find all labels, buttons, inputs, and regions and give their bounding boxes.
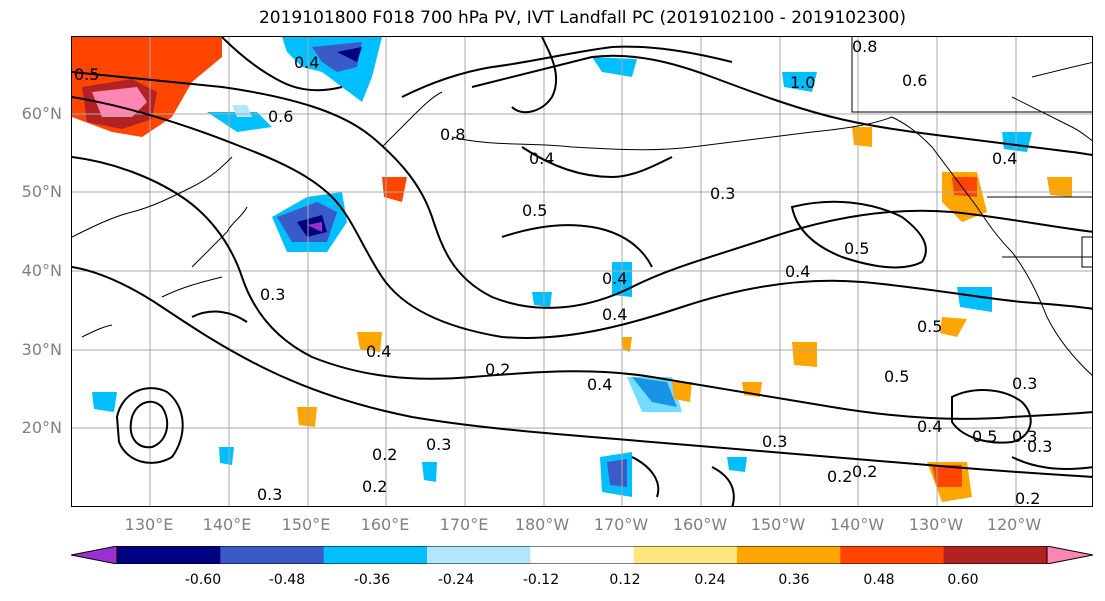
lon-label: 150°W xyxy=(750,515,806,534)
map-title: 2019101800 F018 700 hPa PV, IVT Landfall… xyxy=(258,8,906,28)
contour-label: 0.4 xyxy=(602,305,628,324)
contour-label: 0.5 xyxy=(884,367,910,386)
colorbar-tick-label: -0.12 xyxy=(522,572,560,588)
colorbar xyxy=(71,546,1093,564)
contour-label: 0.3 xyxy=(257,485,283,504)
contour-label: 0.5 xyxy=(844,239,870,258)
contour-label: 0.4 xyxy=(602,269,628,288)
lon-label: 170°W xyxy=(593,515,649,534)
colorbar-cell xyxy=(943,546,1048,564)
map-panel: 0.5 0.4 0.6 0.8 0.4 0.5 0.3 0.4 0.5 0.4 … xyxy=(71,36,1093,507)
contour-label: 0.2 xyxy=(362,477,388,496)
lon-label: 120°W xyxy=(986,515,1042,534)
contour-label: 0.3 xyxy=(762,432,788,451)
colorbar-cell xyxy=(117,546,221,564)
coastlines xyxy=(72,37,1092,376)
contour-label: 0.5 xyxy=(74,65,100,84)
contour-label: 0.2 xyxy=(827,467,853,486)
colorbar-cell xyxy=(427,546,531,564)
lat-label-20n: 20°N xyxy=(21,418,62,437)
lon-label: 170°E xyxy=(439,515,489,534)
contour-label: 0.8 xyxy=(440,125,466,144)
lon-label: 150°E xyxy=(281,515,331,534)
contour-label: 0.3 xyxy=(426,435,452,454)
lon-label: 160°E xyxy=(360,515,410,534)
lon-label: 140°W xyxy=(829,515,885,534)
contour-label: 0.4 xyxy=(917,417,943,436)
contour-label: 0.4 xyxy=(294,53,320,72)
contour-label: 0.4 xyxy=(992,149,1018,168)
contour-label: 0.3 xyxy=(1027,437,1053,456)
contour-label: 0.3 xyxy=(710,184,736,203)
map-canvas xyxy=(72,37,1092,506)
lon-label: 180°W xyxy=(514,515,570,534)
contour-label: 0.2 xyxy=(485,360,511,379)
contour-label: 0.5 xyxy=(522,201,548,220)
colorbar-cell xyxy=(530,546,635,564)
colorbar-cell xyxy=(737,546,841,564)
lat-label-30n: 30°N xyxy=(21,340,62,359)
contour-label: 0.4 xyxy=(366,342,392,361)
lon-label: 140°E xyxy=(202,515,252,534)
contour-label: 0.4 xyxy=(529,149,555,168)
colorbar-tick-label: 0.36 xyxy=(778,572,810,588)
colorbar-tick-label: -0.48 xyxy=(268,572,306,588)
lat-label-50n: 50°N xyxy=(21,182,62,201)
lat-label-40n: 40°N xyxy=(21,261,62,280)
lon-label: 130°W xyxy=(908,515,964,534)
colorbar-cell xyxy=(220,546,325,564)
contour-label: 0.2 xyxy=(1015,489,1041,507)
colorbar-tick-label: 0.24 xyxy=(694,572,726,588)
contour-label: 0.5 xyxy=(917,317,943,336)
colorbar-cell xyxy=(633,546,738,564)
colorbar-tick-label: 0.60 xyxy=(947,572,979,588)
contour-label: 0.4 xyxy=(785,262,811,281)
contour-label: 0.3 xyxy=(260,285,286,304)
graticule xyxy=(72,37,1092,506)
contour-label: 0.2 xyxy=(852,462,878,481)
colorbar-tick-label: -0.36 xyxy=(353,572,391,588)
contour-label: 0.6 xyxy=(902,71,928,90)
contour-label: 0.5 xyxy=(972,427,998,446)
colorbar-tick-label: -0.60 xyxy=(184,572,222,588)
contour-label: 0.3 xyxy=(1012,374,1038,393)
contour-label: 0.4 xyxy=(587,375,613,394)
colorbar-cell xyxy=(840,546,945,564)
lon-label: 160°W xyxy=(672,515,728,534)
colorbar-tick-label: 0.48 xyxy=(863,572,895,588)
colorbar-cell xyxy=(323,546,428,564)
colorbar-tick-label: 0.12 xyxy=(609,572,641,588)
contour-label: 0.2 xyxy=(372,445,398,464)
contour-label: 0.6 xyxy=(268,107,294,126)
lat-label-60n: 60°N xyxy=(21,104,62,123)
colorbar-extension-low xyxy=(71,546,118,564)
contour-label: 1.0 xyxy=(790,73,816,92)
contour-label: 0.3 xyxy=(1012,427,1038,446)
lon-label: 130°E xyxy=(124,515,174,534)
colorbar-extension-high xyxy=(1046,546,1093,564)
colorbar-tick-label: -0.24 xyxy=(437,572,475,588)
contour-label: 0.8 xyxy=(852,37,878,56)
pv-contours xyxy=(72,37,1092,506)
